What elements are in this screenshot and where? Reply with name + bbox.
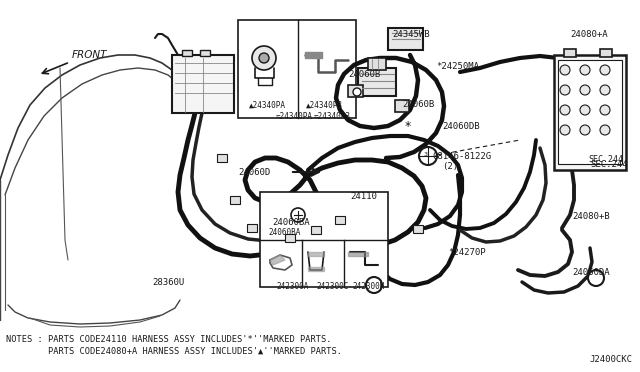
Text: NOTES : PARTS CODE24110 HARNESS ASSY INCLUDES'*''MARKED PARTS.: NOTES : PARTS CODE24110 HARNESS ASSY INC… bbox=[6, 335, 332, 344]
Circle shape bbox=[353, 88, 361, 96]
Circle shape bbox=[291, 208, 305, 222]
Polygon shape bbox=[270, 255, 285, 265]
Circle shape bbox=[600, 125, 610, 135]
Bar bbox=[368, 58, 386, 70]
Text: FRONT: FRONT bbox=[72, 50, 108, 60]
Bar bbox=[200, 50, 210, 56]
Circle shape bbox=[600, 105, 610, 115]
Bar bbox=[358, 68, 396, 96]
Text: *24270P: *24270P bbox=[448, 248, 486, 257]
Text: 242300A: 242300A bbox=[276, 282, 308, 291]
Text: ▲24340PA: ▲24340PA bbox=[249, 101, 286, 110]
Text: 24060B: 24060B bbox=[348, 70, 380, 79]
Text: 24060BA: 24060BA bbox=[272, 218, 310, 227]
Circle shape bbox=[580, 65, 590, 75]
Text: 3: 3 bbox=[424, 151, 428, 157]
Bar bbox=[285, 234, 295, 242]
Circle shape bbox=[600, 65, 610, 75]
Circle shape bbox=[560, 65, 570, 75]
Bar bbox=[564, 49, 576, 57]
Circle shape bbox=[366, 277, 382, 293]
Text: PARTS CODE24080+A HARNESS ASSY INCLUDES'▲''MARKED PARTS.: PARTS CODE24080+A HARNESS ASSY INCLUDES'… bbox=[6, 347, 342, 356]
Bar bbox=[395, 100, 409, 112]
Text: 24080+A: 24080+A bbox=[570, 30, 607, 39]
Circle shape bbox=[560, 125, 570, 135]
Circle shape bbox=[252, 46, 276, 70]
Text: 24060DB: 24060DB bbox=[442, 122, 479, 131]
Circle shape bbox=[259, 53, 269, 63]
Text: 242300C: 242300C bbox=[316, 282, 348, 291]
Text: 24110: 24110 bbox=[350, 192, 377, 201]
Bar bbox=[388, 28, 423, 50]
Text: 24345WB: 24345WB bbox=[392, 30, 429, 39]
Text: *: * bbox=[405, 120, 411, 133]
Text: 242300H: 242300H bbox=[352, 282, 385, 291]
Text: SEC.244: SEC.244 bbox=[590, 160, 628, 169]
Text: ≂24340P3: ≂24340P3 bbox=[314, 112, 351, 121]
Text: 24060D: 24060D bbox=[238, 168, 270, 177]
Bar bbox=[172, 55, 234, 113]
Bar bbox=[600, 49, 612, 57]
Text: 24080+B: 24080+B bbox=[572, 212, 610, 221]
Bar bbox=[238, 20, 356, 118]
Bar bbox=[413, 225, 423, 233]
Bar bbox=[217, 154, 227, 162]
Bar bbox=[260, 192, 388, 287]
Circle shape bbox=[580, 105, 590, 115]
Bar bbox=[311, 226, 321, 234]
Text: ▲24340P3: ▲24340P3 bbox=[306, 101, 343, 110]
Text: 24060BA: 24060BA bbox=[268, 228, 300, 237]
Bar bbox=[335, 216, 345, 224]
Circle shape bbox=[419, 147, 437, 165]
Text: ≂24340PA: ≂24340PA bbox=[276, 112, 313, 121]
Circle shape bbox=[600, 85, 610, 95]
Text: J2400CKC: J2400CKC bbox=[589, 355, 632, 364]
Text: 08146-8122G: 08146-8122G bbox=[432, 152, 491, 161]
Circle shape bbox=[580, 85, 590, 95]
Bar bbox=[247, 224, 257, 232]
Circle shape bbox=[560, 105, 570, 115]
Polygon shape bbox=[308, 267, 324, 271]
Bar bbox=[554, 55, 626, 170]
Bar bbox=[558, 60, 622, 164]
Text: 24060DA: 24060DA bbox=[572, 268, 610, 277]
Circle shape bbox=[580, 125, 590, 135]
Text: 28360U: 28360U bbox=[152, 278, 184, 287]
Polygon shape bbox=[348, 252, 368, 256]
Text: *24250MA: *24250MA bbox=[436, 62, 479, 71]
Circle shape bbox=[588, 270, 604, 286]
Circle shape bbox=[560, 85, 570, 95]
Text: (2): (2) bbox=[442, 162, 458, 171]
Bar bbox=[182, 50, 192, 56]
Text: 24060B: 24060B bbox=[402, 100, 435, 109]
Polygon shape bbox=[308, 252, 324, 256]
Bar bbox=[230, 196, 240, 204]
Text: SEC.244: SEC.244 bbox=[588, 155, 623, 164]
Bar bbox=[348, 85, 363, 97]
